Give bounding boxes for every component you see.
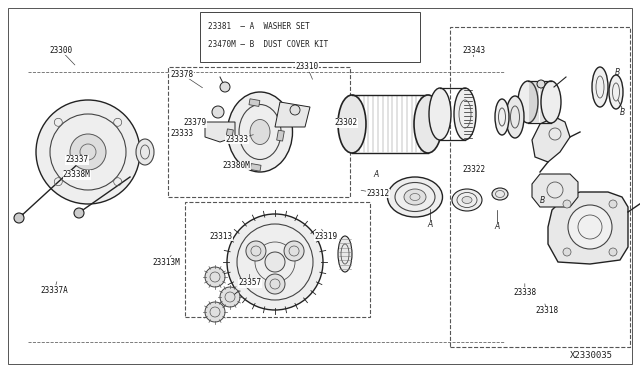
Circle shape <box>36 100 140 204</box>
Text: X2330035: X2330035 <box>570 351 613 360</box>
Circle shape <box>227 214 323 310</box>
Text: 23313: 23313 <box>209 232 232 241</box>
Text: 23313M: 23313M <box>152 258 180 267</box>
Circle shape <box>568 205 612 249</box>
Circle shape <box>74 208 84 218</box>
Text: 23333: 23333 <box>171 129 194 138</box>
Circle shape <box>220 287 240 307</box>
Text: 23319: 23319 <box>315 232 338 241</box>
Bar <box>276 130 284 141</box>
Ellipse shape <box>492 188 508 200</box>
Text: 23378: 23378 <box>171 70 194 79</box>
Circle shape <box>70 134 106 170</box>
Circle shape <box>290 105 300 115</box>
Ellipse shape <box>506 96 524 138</box>
Text: A: A <box>373 170 379 179</box>
Ellipse shape <box>452 189 482 211</box>
Ellipse shape <box>518 81 538 123</box>
Circle shape <box>14 213 24 223</box>
Text: 23312: 23312 <box>366 189 389 198</box>
Circle shape <box>563 200 571 208</box>
Bar <box>450 27 630 347</box>
Ellipse shape <box>454 88 476 140</box>
Ellipse shape <box>338 236 352 272</box>
Ellipse shape <box>404 189 426 205</box>
Circle shape <box>205 267 225 287</box>
Bar <box>250 164 261 171</box>
Ellipse shape <box>250 119 270 144</box>
Circle shape <box>220 82 230 92</box>
Text: 23337: 23337 <box>65 155 88 164</box>
Text: 23322: 23322 <box>462 165 485 174</box>
Ellipse shape <box>429 88 451 140</box>
Ellipse shape <box>227 92 292 172</box>
Bar <box>226 129 234 140</box>
Text: 23310: 23310 <box>296 62 319 71</box>
Text: B: B <box>620 108 625 116</box>
Text: B: B <box>540 196 545 205</box>
Circle shape <box>563 248 571 256</box>
Text: 23318: 23318 <box>536 306 559 315</box>
Text: B: B <box>614 67 620 77</box>
Circle shape <box>265 274 285 294</box>
Polygon shape <box>532 174 578 207</box>
Text: 23302: 23302 <box>334 118 357 127</box>
Text: 23338M: 23338M <box>63 170 91 179</box>
Text: 23470M – B  DUST COVER KIT: 23470M – B DUST COVER KIT <box>208 40 328 49</box>
Text: 23381  – A  WASHER SET: 23381 – A WASHER SET <box>208 22 310 31</box>
Circle shape <box>265 252 285 272</box>
Ellipse shape <box>495 99 509 135</box>
Circle shape <box>609 248 617 256</box>
Text: A: A <box>428 219 433 228</box>
Ellipse shape <box>338 95 366 153</box>
Ellipse shape <box>541 81 561 123</box>
Bar <box>200 12 420 62</box>
Ellipse shape <box>592 67 608 107</box>
Text: 23337A: 23337A <box>40 286 68 295</box>
Text: 23357: 23357 <box>238 278 261 287</box>
Circle shape <box>246 241 266 261</box>
Polygon shape <box>275 102 310 127</box>
Ellipse shape <box>414 95 442 153</box>
Text: 23338: 23338 <box>513 288 536 296</box>
Text: 23300: 23300 <box>49 46 72 55</box>
Ellipse shape <box>387 177 442 217</box>
Circle shape <box>205 302 225 322</box>
Ellipse shape <box>462 196 472 203</box>
Bar <box>249 99 260 106</box>
Ellipse shape <box>609 75 623 109</box>
Circle shape <box>284 241 304 261</box>
Polygon shape <box>548 192 628 264</box>
Text: 23380M: 23380M <box>223 161 251 170</box>
Text: 23379: 23379 <box>184 118 207 127</box>
Polygon shape <box>532 117 570 162</box>
Circle shape <box>537 80 545 88</box>
Text: A: A <box>494 221 500 231</box>
Text: 23333: 23333 <box>225 135 248 144</box>
Circle shape <box>609 200 617 208</box>
Text: 23343: 23343 <box>462 46 485 55</box>
Circle shape <box>212 106 224 118</box>
Ellipse shape <box>136 139 154 165</box>
Polygon shape <box>205 122 235 142</box>
